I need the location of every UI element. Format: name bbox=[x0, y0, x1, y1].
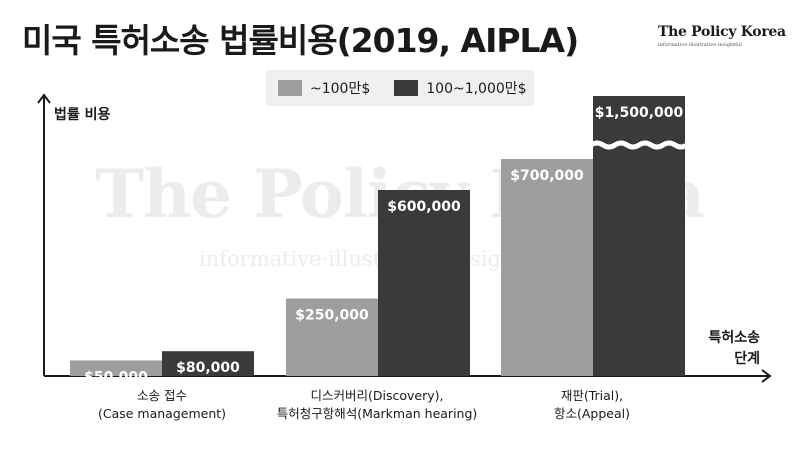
bar-value-label-1-3: $700,000 bbox=[510, 168, 584, 184]
chart-legend: ~100만$ 100~1,000만$ bbox=[266, 70, 534, 106]
axis-break-mark bbox=[589, 140, 689, 150]
category-label-1-line-2: (Case management) bbox=[97, 406, 227, 421]
bar-value-label-2-1: $80,000 bbox=[176, 360, 240, 376]
x-axis-label-line-1: 특허소송 bbox=[708, 330, 760, 346]
y-axis-arrow bbox=[37, 93, 51, 104]
bar-1-2 bbox=[286, 298, 378, 376]
bar-value-label-1-2: $250,000 bbox=[295, 308, 369, 324]
legend-label-series-1: ~100만$ bbox=[310, 81, 371, 97]
bar-1-3 bbox=[501, 159, 593, 376]
legend-item-series-1: ~100만$ bbox=[278, 78, 370, 98]
x-axis-label: 특허소송 단계 bbox=[690, 328, 760, 370]
legend-swatch-series-1 bbox=[278, 80, 302, 96]
category-label-2-line-1: 디스커버리(Discovery), bbox=[310, 388, 444, 403]
category-label-1: 소송 접수 (Case management) bbox=[47, 387, 277, 423]
x-axis-arrow bbox=[761, 369, 772, 383]
bars-group: $50,000 $250,000 $700,000 $80,000 $600,000 $1… bbox=[70, 96, 689, 386]
logo-name: The Policy Korea bbox=[658, 24, 786, 40]
page-title: 미국 특허소송 법률비용(2019, AIPLA) bbox=[22, 21, 579, 60]
category-label-2: 디스커버리(Discovery), 특허청구항해석(Markman hearin… bbox=[262, 387, 492, 423]
legend-swatch-series-2 bbox=[394, 80, 419, 96]
bar-2-3 bbox=[593, 96, 685, 376]
category-label-3-line-2: 항소(Appeal) bbox=[554, 406, 630, 421]
logo-tagline: informative·illustrative·insightful bbox=[658, 42, 742, 48]
category-label-2-line-2: 특허청구항해석(Markman hearing) bbox=[276, 406, 478, 421]
brand-logo: The Policy Korea informative·illustrativ… bbox=[658, 24, 786, 48]
bar-2-2 bbox=[378, 190, 470, 376]
y-axis-label: 법률 비용 bbox=[54, 107, 111, 123]
bar-value-label-1-1: $50,000 bbox=[84, 370, 148, 386]
category-label-3-line-1: 재판(Trial), bbox=[560, 388, 624, 403]
legend-item-series-2: 100~1,000만$ bbox=[394, 78, 527, 98]
bar-1-1 bbox=[70, 360, 162, 376]
x-axis-label-line-2: 단계 bbox=[734, 351, 760, 367]
legend-label-series-2: 100~1,000만$ bbox=[426, 81, 527, 97]
category-label-3: 재판(Trial), 항소(Appeal) bbox=[477, 387, 707, 423]
bar-value-label-2-2: $600,000 bbox=[387, 199, 461, 215]
bar-value-label-2-3: $1,500,000 bbox=[595, 105, 684, 121]
bar-2-1 bbox=[162, 351, 254, 376]
category-label-1-line-1: 소송 접수 bbox=[137, 388, 187, 403]
